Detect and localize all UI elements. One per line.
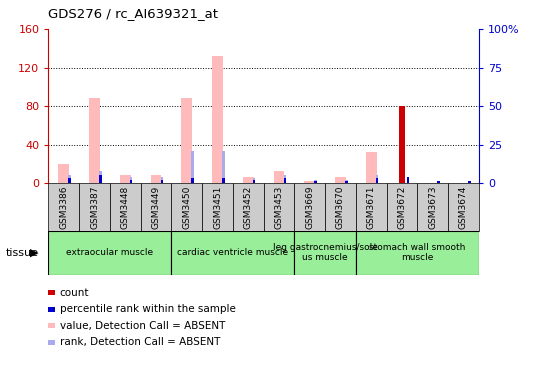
Bar xyxy=(99,175,102,183)
Text: GSM3450: GSM3450 xyxy=(182,186,192,229)
Bar xyxy=(120,175,131,183)
Text: GSM3673: GSM3673 xyxy=(428,186,437,229)
Bar xyxy=(335,177,346,183)
Text: GSM3672: GSM3672 xyxy=(398,186,407,229)
Bar xyxy=(161,180,163,183)
FancyBboxPatch shape xyxy=(172,231,294,274)
Bar xyxy=(59,164,69,183)
Bar xyxy=(345,182,348,183)
Bar xyxy=(151,175,161,183)
Bar xyxy=(376,178,378,183)
FancyBboxPatch shape xyxy=(448,183,479,231)
Text: value, Detection Call = ABSENT: value, Detection Call = ABSENT xyxy=(60,321,225,331)
Text: ▶: ▶ xyxy=(30,247,38,258)
Text: GSM3452: GSM3452 xyxy=(244,186,253,229)
Bar xyxy=(68,175,71,183)
Text: GSM3674: GSM3674 xyxy=(459,186,468,229)
FancyBboxPatch shape xyxy=(325,183,356,231)
FancyBboxPatch shape xyxy=(356,183,387,231)
Text: GSM3451: GSM3451 xyxy=(213,186,222,229)
Bar xyxy=(68,178,71,183)
Bar xyxy=(399,106,405,183)
FancyBboxPatch shape xyxy=(48,231,172,274)
Bar xyxy=(376,175,378,183)
FancyBboxPatch shape xyxy=(233,183,264,231)
Bar xyxy=(161,177,163,183)
FancyBboxPatch shape xyxy=(48,183,79,231)
Text: percentile rank within the sample: percentile rank within the sample xyxy=(60,304,236,314)
Text: GDS276 / rc_AI639321_at: GDS276 / rc_AI639321_at xyxy=(48,7,218,20)
FancyBboxPatch shape xyxy=(294,231,356,274)
Bar xyxy=(222,151,225,183)
Bar xyxy=(130,177,132,183)
Bar xyxy=(222,178,225,183)
FancyBboxPatch shape xyxy=(172,183,202,231)
Bar xyxy=(181,98,192,183)
Bar xyxy=(284,178,286,183)
Bar xyxy=(305,181,315,183)
FancyBboxPatch shape xyxy=(387,183,417,231)
Text: stomach wall smooth
muscle: stomach wall smooth muscle xyxy=(369,243,465,262)
Bar xyxy=(89,98,100,183)
FancyBboxPatch shape xyxy=(294,183,325,231)
Bar xyxy=(314,182,317,183)
Bar xyxy=(130,180,132,183)
Text: GSM3449: GSM3449 xyxy=(152,186,160,229)
Text: count: count xyxy=(60,288,89,298)
Bar xyxy=(212,56,223,183)
Bar xyxy=(192,151,194,183)
Bar xyxy=(345,180,348,183)
Text: GSM3453: GSM3453 xyxy=(274,186,284,229)
Text: rank, Detection Call = ABSENT: rank, Detection Call = ABSENT xyxy=(60,337,220,347)
FancyBboxPatch shape xyxy=(110,183,140,231)
Bar xyxy=(192,178,194,183)
Bar xyxy=(253,178,256,183)
Text: GSM3669: GSM3669 xyxy=(305,186,314,229)
FancyBboxPatch shape xyxy=(140,183,172,231)
Bar xyxy=(366,152,377,183)
Text: GSM3386: GSM3386 xyxy=(59,186,68,229)
FancyBboxPatch shape xyxy=(264,183,294,231)
FancyBboxPatch shape xyxy=(48,231,479,274)
Text: GSM3671: GSM3671 xyxy=(367,186,376,229)
Text: extraocular muscle: extraocular muscle xyxy=(66,248,153,257)
Bar xyxy=(99,171,102,183)
Text: cardiac ventricle muscle: cardiac ventricle muscle xyxy=(178,248,288,257)
FancyBboxPatch shape xyxy=(356,231,479,274)
Text: leg gastrocnemius/sole
us muscle: leg gastrocnemius/sole us muscle xyxy=(273,243,378,262)
Bar xyxy=(407,177,409,183)
Bar xyxy=(314,180,317,183)
Bar xyxy=(284,175,286,183)
Text: tissue: tissue xyxy=(5,247,38,258)
Bar xyxy=(253,180,256,183)
FancyBboxPatch shape xyxy=(202,183,233,231)
Text: GSM3670: GSM3670 xyxy=(336,186,345,229)
Text: GSM3448: GSM3448 xyxy=(121,186,130,229)
Text: GSM3387: GSM3387 xyxy=(90,186,99,229)
Bar xyxy=(274,171,285,183)
Bar xyxy=(468,182,471,183)
FancyBboxPatch shape xyxy=(417,183,448,231)
Bar xyxy=(243,177,253,183)
Bar xyxy=(437,182,440,183)
FancyBboxPatch shape xyxy=(79,183,110,231)
